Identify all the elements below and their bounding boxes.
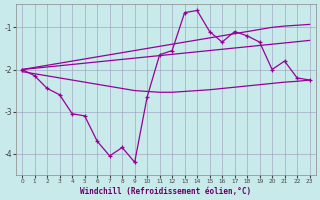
X-axis label: Windchill (Refroidissement éolien,°C): Windchill (Refroidissement éolien,°C) xyxy=(80,187,252,196)
